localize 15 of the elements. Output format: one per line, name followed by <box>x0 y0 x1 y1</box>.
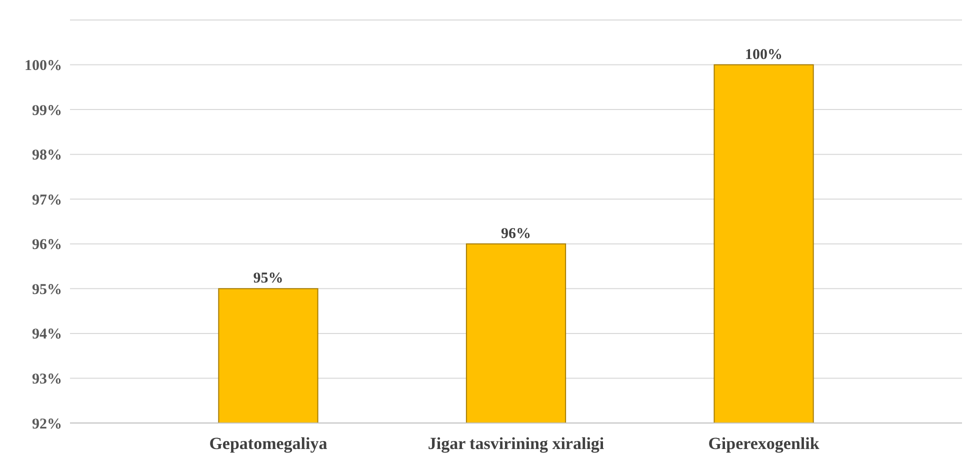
x-tick-label: Jigar tasvirining xiraligi <box>428 434 604 453</box>
data-label: 96% <box>501 226 531 242</box>
y-tick-label: 93% <box>32 371 62 388</box>
y-tick-label: 95% <box>32 282 62 298</box>
y-tick-label: 99% <box>32 102 62 119</box>
y-tick-label: 98% <box>32 148 62 164</box>
y-tick-label: 94% <box>32 326 62 343</box>
data-label: 95% <box>253 270 284 287</box>
x-tick-label: Gepatomegaliya <box>209 434 328 453</box>
x-tick-label: Giperexogenlik <box>708 434 820 453</box>
y-tick-label: 92% <box>32 416 62 432</box>
y-tick-label: 100% <box>24 58 62 74</box>
y-tick-label: 96% <box>32 237 62 254</box>
data-label: 100% <box>745 46 783 63</box>
y-tick-label: 97% <box>32 192 62 208</box>
